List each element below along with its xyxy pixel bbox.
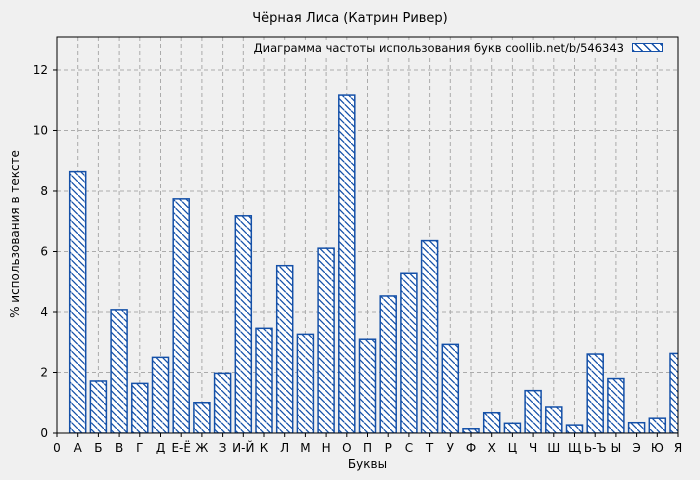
- y-tick-label: 0: [40, 426, 48, 440]
- x-tick-label: Т: [425, 441, 434, 455]
- y-tick-label: 10: [33, 123, 48, 137]
- x-tick-label: З: [219, 441, 227, 455]
- x-tick-label: Ы: [611, 441, 622, 455]
- x-tick-label: К: [260, 441, 269, 455]
- bar: [524, 389, 542, 433]
- bar: [669, 352, 678, 433]
- x-axis-title: Буквы: [347, 457, 388, 471]
- y-tick-label: 8: [40, 184, 48, 198]
- bar: [193, 401, 211, 433]
- bar: [503, 422, 522, 433]
- legend-label: Диаграмма частоты использования букв coo…: [253, 40, 624, 55]
- x-tick-label: Х: [488, 441, 496, 455]
- bar: [338, 94, 356, 433]
- x-tick-label: 0: [53, 441, 61, 455]
- x-tick-label: Н: [322, 441, 331, 455]
- x-tick-label: А: [74, 441, 83, 455]
- bars: [68, 94, 678, 433]
- x-tick-label: Ц: [508, 441, 517, 455]
- bar: [420, 239, 439, 433]
- x-tick-label: И-Й: [232, 440, 254, 455]
- chart-title: Чёрная Лиса (Катрин Ривер): [252, 11, 448, 26]
- bar: [462, 428, 480, 433]
- y-tick-label: 2: [40, 365, 48, 379]
- y-tick-label: 6: [40, 244, 48, 258]
- bar: [441, 343, 460, 433]
- bar: [565, 424, 584, 433]
- x-tick-label: Е-Ё: [171, 440, 191, 455]
- x-tick-label: Ч: [529, 441, 537, 455]
- bar: [234, 215, 253, 433]
- x-tick-label: У: [447, 441, 455, 455]
- x-tick-label: Ж: [195, 441, 208, 455]
- x-tick-label: Л: [280, 441, 289, 455]
- axis-ticks: 0 А Б В Г Д Е-Ё Ж З И-Й К Л М Н О П Р С Т У Ф Х Ц Ч Ш Щ Ь-Ъ Ы Э Ю Я024…: [33, 63, 682, 455]
- bar: [627, 421, 646, 433]
- bar: [110, 309, 128, 433]
- x-tick-label: Г: [136, 441, 143, 455]
- bar: [89, 380, 108, 433]
- bar: [172, 198, 190, 433]
- bar: [317, 247, 335, 433]
- x-tick-label: Ь-Ъ: [584, 441, 607, 455]
- x-tick-label: В: [115, 441, 123, 455]
- bar: [255, 327, 273, 433]
- legend-swatch: [632, 43, 663, 52]
- bar: [400, 272, 418, 433]
- y-tick-label: 4: [40, 305, 48, 319]
- bar: [586, 353, 604, 433]
- bar: [379, 295, 397, 433]
- bar: [607, 377, 625, 433]
- y-tick-label: 12: [33, 63, 48, 77]
- x-tick-label: П: [363, 441, 372, 455]
- bar: [275, 264, 294, 433]
- x-tick-label: Я: [674, 441, 682, 455]
- x-tick-label: Ю: [651, 441, 664, 455]
- bar: [482, 411, 501, 433]
- x-tick-label: Э: [632, 441, 640, 455]
- x-tick-label: М: [300, 441, 310, 455]
- bar: [213, 372, 232, 433]
- bar: [358, 338, 377, 433]
- x-tick-label: С: [405, 441, 413, 455]
- x-tick-label: Ш: [547, 441, 560, 455]
- bar: [68, 170, 87, 433]
- bar: [648, 417, 667, 433]
- bar: [131, 382, 149, 433]
- y-axis-title: % использования в тексте: [8, 150, 22, 318]
- x-tick-label: О: [342, 441, 351, 455]
- x-tick-label: Щ: [568, 441, 581, 455]
- bar: [151, 356, 170, 433]
- x-tick-label: Б: [94, 441, 102, 455]
- bar: [545, 406, 563, 433]
- legend: Диаграмма частоты использования букв coo…: [251, 40, 665, 55]
- x-tick-label: Ф: [466, 441, 476, 455]
- x-tick-label: Д: [156, 441, 165, 455]
- bar: [296, 333, 315, 433]
- x-tick-label: Р: [385, 441, 392, 455]
